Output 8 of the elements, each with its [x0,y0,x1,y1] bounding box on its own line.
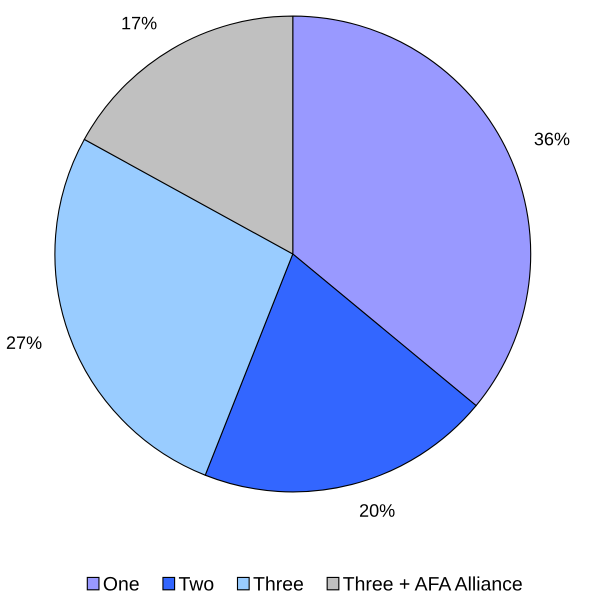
data-label: 36% [534,132,570,146]
data-label: 17% [122,16,157,30]
legend-label: Three + AFA Alliance [343,576,522,591]
legend-label: One [104,576,139,591]
legend-label: Three [253,576,303,591]
legend-label: Two [178,577,214,591]
data-label: 20% [360,504,395,517]
data-label: 27% [6,336,42,350]
